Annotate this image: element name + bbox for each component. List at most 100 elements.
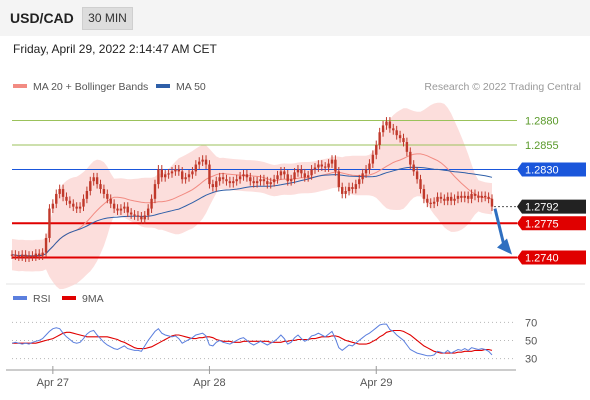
candle-body bbox=[174, 169, 177, 172]
level-label-pivot: 1.2830 bbox=[525, 164, 559, 176]
rsi-legend-label: RSI bbox=[33, 293, 51, 305]
candle-body bbox=[279, 171, 283, 176]
candle-body bbox=[388, 121, 392, 129]
ma20-line bbox=[11, 153, 493, 257]
candle-body bbox=[347, 187, 351, 191]
candle-body bbox=[102, 189, 106, 194]
candle-body bbox=[238, 176, 242, 180]
candle-body bbox=[327, 163, 330, 168]
candle-body bbox=[31, 255, 34, 257]
candle-body bbox=[89, 181, 92, 191]
candle-body bbox=[402, 138, 405, 143]
candle-body bbox=[269, 182, 272, 185]
candle-body bbox=[310, 169, 313, 176]
candle-body bbox=[163, 174, 167, 178]
candle-body bbox=[201, 159, 204, 162]
candle-body bbox=[490, 198, 494, 207]
candle-body bbox=[300, 169, 303, 174]
candle-body bbox=[68, 200, 72, 204]
candle-body bbox=[252, 181, 255, 184]
candle-body bbox=[456, 195, 460, 199]
candle-body bbox=[204, 159, 208, 165]
candle-body bbox=[466, 195, 470, 199]
candle-body bbox=[272, 179, 276, 183]
candle-body bbox=[140, 216, 143, 220]
candle-body bbox=[429, 202, 432, 204]
candle-body bbox=[422, 189, 426, 199]
level-labels: 1.2880 1.2855 1.2830 1.2792 1.2775 1.2740 bbox=[517, 116, 586, 265]
candle-body bbox=[368, 163, 371, 170]
level-label-support: 1.2775 bbox=[525, 218, 559, 230]
candle-body bbox=[78, 206, 82, 209]
bollinger-band-area bbox=[12, 102, 492, 290]
level-label-current: 1.2792 bbox=[525, 202, 559, 214]
legends: MA 20 + Bollinger Bands MA 50 Research © 2… bbox=[13, 81, 581, 305]
timeframe-button[interactable]: 30 MIN bbox=[82, 7, 133, 30]
candle-body bbox=[412, 164, 415, 172]
candle-body bbox=[419, 179, 422, 190]
candle-body bbox=[123, 206, 126, 209]
candle-body bbox=[289, 179, 293, 182]
candle-body bbox=[187, 174, 191, 178]
candle-body bbox=[371, 154, 375, 164]
candle-body bbox=[150, 198, 153, 209]
level-label-support: 1.2740 bbox=[525, 253, 559, 265]
candle-body bbox=[194, 164, 198, 172]
candle-body bbox=[21, 254, 24, 257]
rsi-tick-label: 70 bbox=[525, 317, 537, 329]
candle-body bbox=[218, 177, 221, 182]
candle-body bbox=[44, 237, 48, 253]
projection-arrow-shaft bbox=[493, 208, 506, 246]
candle-body bbox=[398, 135, 402, 139]
candle-body bbox=[14, 254, 17, 256]
candle-body bbox=[361, 173, 364, 180]
candle-body bbox=[460, 195, 463, 198]
candle-body bbox=[228, 181, 232, 184]
candle-body bbox=[109, 198, 112, 204]
candle-body bbox=[65, 196, 68, 201]
rsi-tick-label: 50 bbox=[525, 335, 537, 347]
candle-body bbox=[184, 177, 187, 180]
rsi-ma-line bbox=[12, 329, 493, 354]
level-label-resistance: 1.2855 bbox=[525, 140, 559, 152]
candle-body bbox=[160, 169, 163, 178]
level-tag-current bbox=[517, 199, 586, 214]
time-axis: Apr 27 Apr 28 Apr 29 bbox=[37, 366, 392, 389]
candle-body bbox=[208, 164, 211, 185]
candle-body bbox=[296, 169, 300, 173]
candle-body bbox=[385, 121, 388, 126]
candle-body bbox=[354, 184, 358, 190]
candle-body bbox=[58, 189, 61, 194]
candle-body bbox=[443, 198, 446, 201]
candle-body bbox=[24, 254, 27, 258]
candle-body bbox=[344, 190, 347, 194]
candle-body bbox=[181, 171, 184, 180]
candle-body bbox=[221, 177, 225, 180]
candle-body bbox=[167, 173, 170, 175]
candle-body bbox=[432, 201, 436, 204]
candle-body bbox=[55, 193, 58, 204]
candle-body bbox=[48, 208, 51, 238]
candles bbox=[10, 117, 494, 262]
time-tick-label: Apr 29 bbox=[360, 377, 392, 389]
moving-averages bbox=[11, 153, 493, 257]
plot-frames bbox=[6, 283, 585, 371]
candle-body bbox=[10, 254, 14, 256]
candle-body bbox=[245, 174, 249, 178]
candle-body bbox=[126, 206, 129, 213]
candle-body bbox=[232, 181, 235, 184]
candle-body bbox=[51, 203, 55, 209]
candle-body bbox=[177, 169, 181, 172]
candle-body bbox=[106, 193, 109, 199]
candle-body bbox=[266, 181, 269, 185]
candle-body bbox=[170, 171, 174, 174]
candle-body bbox=[116, 208, 119, 211]
level-label-resistance: 1.2880 bbox=[525, 116, 559, 128]
candle-body bbox=[27, 255, 31, 258]
candle-body bbox=[303, 173, 306, 178]
candle-body bbox=[409, 151, 412, 165]
candle-body bbox=[395, 130, 398, 136]
candle-body bbox=[341, 187, 344, 194]
candle-body bbox=[286, 174, 289, 182]
